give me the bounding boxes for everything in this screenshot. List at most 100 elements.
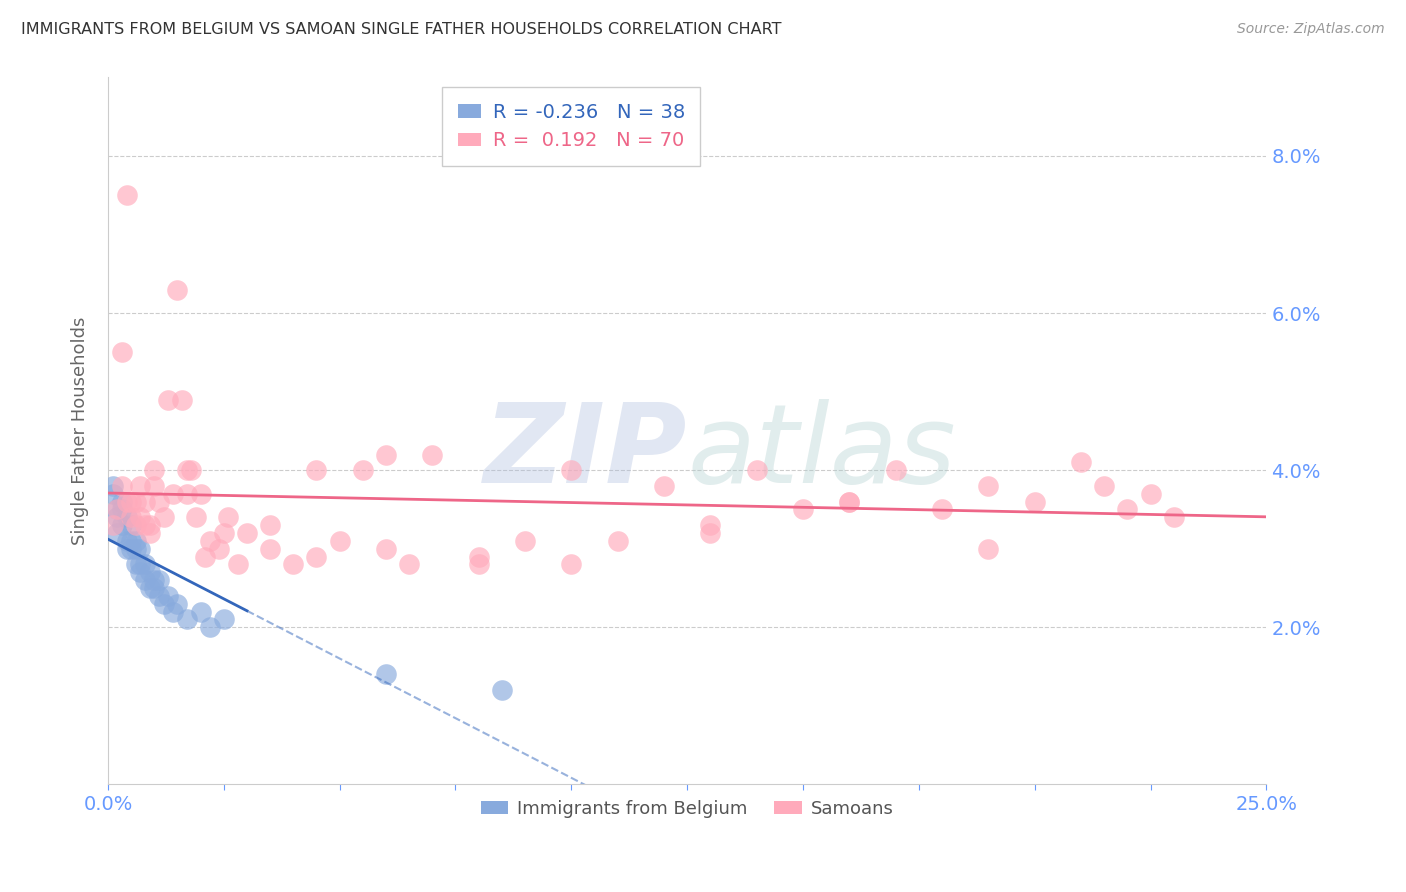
Point	[105, 510, 128, 524]
Point	[467, 549, 489, 564]
Point	[420, 448, 443, 462]
Point	[259, 518, 281, 533]
Point	[105, 502, 128, 516]
Point	[884, 463, 907, 477]
Point	[138, 526, 160, 541]
Point	[143, 463, 166, 477]
Point	[375, 448, 398, 462]
Point	[1139, 487, 1161, 501]
Point	[305, 549, 328, 564]
Point	[129, 479, 152, 493]
Point	[190, 487, 212, 501]
Text: IMMIGRANTS FROM BELGIUM VS SAMOAN SINGLE FATHER HOUSEHOLDS CORRELATION CHART: IMMIGRANTS FROM BELGIUM VS SAMOAN SINGLE…	[21, 22, 782, 37]
Point	[166, 597, 188, 611]
Point	[176, 463, 198, 477]
Point	[120, 518, 142, 533]
Point	[162, 487, 184, 501]
Point	[125, 541, 148, 556]
Point	[115, 510, 138, 524]
Point	[606, 533, 628, 548]
Point	[305, 463, 328, 477]
Point	[792, 502, 814, 516]
Legend: Immigrants from Belgium, Samoans: Immigrants from Belgium, Samoans	[474, 792, 901, 825]
Point	[152, 597, 174, 611]
Point	[190, 605, 212, 619]
Point	[162, 605, 184, 619]
Point	[115, 541, 138, 556]
Point	[138, 566, 160, 580]
Point	[129, 566, 152, 580]
Point	[194, 549, 217, 564]
Point	[148, 494, 170, 508]
Point	[513, 533, 536, 548]
Point	[148, 589, 170, 603]
Point	[134, 518, 156, 533]
Point	[1092, 479, 1115, 493]
Point	[198, 533, 221, 548]
Point	[184, 510, 207, 524]
Point	[125, 533, 148, 548]
Point	[699, 518, 721, 533]
Text: Source: ZipAtlas.com: Source: ZipAtlas.com	[1237, 22, 1385, 37]
Point	[212, 526, 235, 541]
Point	[198, 620, 221, 634]
Point	[208, 541, 231, 556]
Point	[977, 479, 1000, 493]
Point	[115, 188, 138, 202]
Point	[143, 573, 166, 587]
Point	[152, 510, 174, 524]
Point	[166, 283, 188, 297]
Point	[134, 494, 156, 508]
Point	[138, 518, 160, 533]
Point	[259, 541, 281, 556]
Point	[125, 494, 148, 508]
Point	[931, 502, 953, 516]
Point	[101, 479, 124, 493]
Point	[217, 510, 239, 524]
Point	[115, 533, 138, 548]
Point	[283, 558, 305, 572]
Point	[176, 487, 198, 501]
Point	[560, 463, 582, 477]
Point	[375, 541, 398, 556]
Point	[226, 558, 249, 572]
Point	[111, 502, 134, 516]
Point	[101, 518, 124, 533]
Point	[1163, 510, 1185, 524]
Point	[101, 487, 124, 501]
Point	[838, 494, 860, 508]
Point	[176, 612, 198, 626]
Point	[125, 518, 148, 533]
Point	[1116, 502, 1139, 516]
Point	[129, 558, 152, 572]
Point	[111, 345, 134, 359]
Point	[120, 510, 142, 524]
Point	[172, 392, 194, 407]
Point	[143, 479, 166, 493]
Point	[157, 392, 180, 407]
Point	[491, 683, 513, 698]
Point	[375, 667, 398, 681]
Y-axis label: Single Father Households: Single Father Households	[72, 317, 89, 545]
Point	[180, 463, 202, 477]
Point	[111, 518, 134, 533]
Point	[1070, 455, 1092, 469]
Point	[138, 581, 160, 595]
Point	[212, 612, 235, 626]
Point	[745, 463, 768, 477]
Point	[838, 494, 860, 508]
Point	[1024, 494, 1046, 508]
Point	[134, 573, 156, 587]
Point	[148, 573, 170, 587]
Text: ZIP: ZIP	[484, 399, 688, 506]
Point	[115, 494, 138, 508]
Point	[120, 494, 142, 508]
Point	[236, 526, 259, 541]
Point	[129, 510, 152, 524]
Text: atlas: atlas	[688, 399, 956, 506]
Point	[352, 463, 374, 477]
Point	[111, 494, 134, 508]
Point	[467, 558, 489, 572]
Point	[129, 541, 152, 556]
Point	[652, 479, 675, 493]
